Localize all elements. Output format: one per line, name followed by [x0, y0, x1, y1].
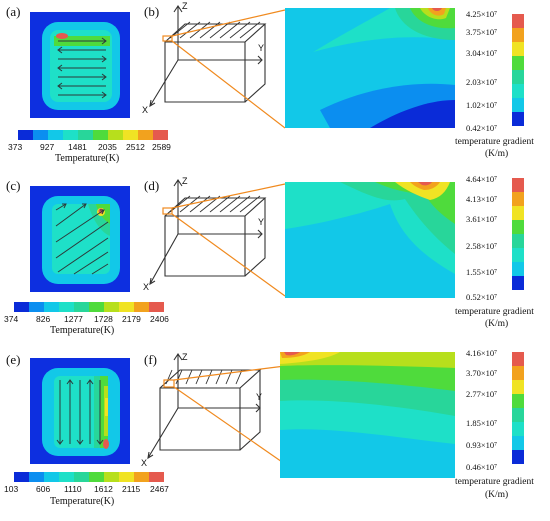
gradient-tick: 3.70×10⁷ — [466, 368, 498, 378]
temp-tick: 1110 — [64, 484, 82, 494]
gradient-tick: 3.75×10⁷ — [466, 27, 498, 37]
temp-tick: 606 — [36, 484, 51, 494]
panel-label-e: (e) — [6, 352, 21, 367]
gradient-tick: 0.93×10⁷ — [466, 440, 498, 450]
temperature-colorbar-a — [18, 130, 168, 140]
gradient-tick: 1.55×10⁷ — [466, 267, 498, 277]
gradient-tick: 2.03×10⁷ — [466, 77, 498, 87]
panel-label-b: (b) — [144, 4, 160, 19]
temperature-colorbar-c — [14, 302, 164, 312]
gradient-tick: 3.61×10⁷ — [466, 214, 498, 224]
axis-y-f: Y — [256, 392, 263, 402]
temp-tick: 374 — [4, 314, 19, 324]
temp-tick: 826 — [36, 314, 51, 324]
scan-arrows-horizontal-a — [57, 37, 107, 99]
gradient-unit: (K/m) — [485, 319, 509, 329]
gradient-colorbar-d — [512, 178, 524, 290]
axis-x-b: X — [142, 105, 149, 115]
gradient-tick: 3.04×10⁷ — [466, 48, 498, 58]
temp-tick: 2512 — [126, 142, 145, 152]
panel-label-d: (d) — [144, 178, 160, 193]
temp-tick: 2467 — [150, 484, 169, 494]
gradient-unit: (K/m) — [485, 490, 509, 500]
axis-y-b: Y — [258, 43, 265, 53]
gradient-contour-b — [285, 8, 455, 128]
panel-label-a: (a) — [6, 4, 21, 19]
temp-tick: 927 — [40, 142, 55, 152]
gradient-tick: 0.42×10⁷ — [466, 123, 498, 133]
gradient-title: temperature gradient — [455, 477, 534, 487]
gradient-tick: 0.46×10⁷ — [466, 462, 498, 472]
gradient-tick: 0.52×10⁷ — [466, 292, 498, 302]
scan-arrows-diagonal-c — [55, 203, 109, 275]
scan-box-3d-f — [147, 353, 286, 465]
gradient-tick: 1.85×10⁷ — [466, 418, 498, 428]
gradient-tick: 4.16×10⁷ — [466, 348, 498, 358]
gradient-title: temperature gradient — [455, 137, 534, 147]
temp-tick: 2179 — [122, 314, 141, 324]
row-3-graphics — [14, 352, 524, 482]
temp-tick: 2035 — [98, 142, 117, 152]
gradient-title: temperature gradient — [455, 307, 534, 317]
temp-tick: 1612 — [94, 484, 113, 494]
temp-tick: 2115 — [122, 484, 141, 494]
temp-tick: 1277 — [64, 314, 83, 324]
row-2-graphics — [14, 178, 524, 312]
gradient-colorbar-b — [512, 14, 524, 126]
gradient-unit: (K/m) — [485, 149, 509, 159]
temp-tick: 373 — [8, 142, 23, 152]
gradient-contour-d — [285, 182, 455, 298]
gradient-colorbar-f — [512, 352, 524, 464]
temperature-title: Temperature(K) — [50, 496, 115, 507]
melt-pool-map-c — [30, 186, 130, 292]
gradient-tick: 4.25×10⁷ — [466, 9, 498, 19]
axis-y-d: Y — [258, 217, 265, 227]
temp-tick: 1481 — [68, 142, 87, 152]
temperature-colorbar-e — [14, 472, 164, 482]
panel-label-f: (f) — [144, 352, 157, 367]
row-1-graphics — [18, 5, 524, 140]
gradient-contour-f — [280, 352, 455, 478]
melt-pool-map-e — [30, 358, 130, 464]
scan-box-3d-d — [149, 179, 286, 297]
gradient-tick: 4.64×10⁷ — [466, 174, 498, 184]
axis-x-f: X — [141, 458, 148, 468]
temperature-title: Temperature(K) — [55, 153, 120, 164]
axis-z-f: Z — [182, 352, 188, 362]
axis-z-d: Z — [182, 176, 188, 186]
axis-x-d: X — [143, 282, 150, 292]
gradient-tick: 4.13×10⁷ — [466, 194, 498, 204]
temperature-title: Temperature(K) — [50, 325, 115, 336]
gradient-tick: 1.02×10⁷ — [466, 100, 498, 110]
melt-pool-map-a — [30, 12, 130, 118]
scan-box-3d-b — [149, 5, 286, 129]
gradient-tick: 2.58×10⁷ — [466, 241, 498, 251]
gradient-tick: 2.77×10⁷ — [466, 389, 498, 399]
axis-z-b: Z — [182, 1, 188, 11]
temp-tick: 2589 — [152, 142, 171, 152]
temp-tick: 1728 — [94, 314, 113, 324]
temp-tick: 2406 — [150, 314, 169, 324]
panel-label-c: (c) — [6, 178, 21, 193]
temp-tick: 103 — [4, 484, 19, 494]
scan-arrows-vertical-e — [56, 379, 104, 445]
